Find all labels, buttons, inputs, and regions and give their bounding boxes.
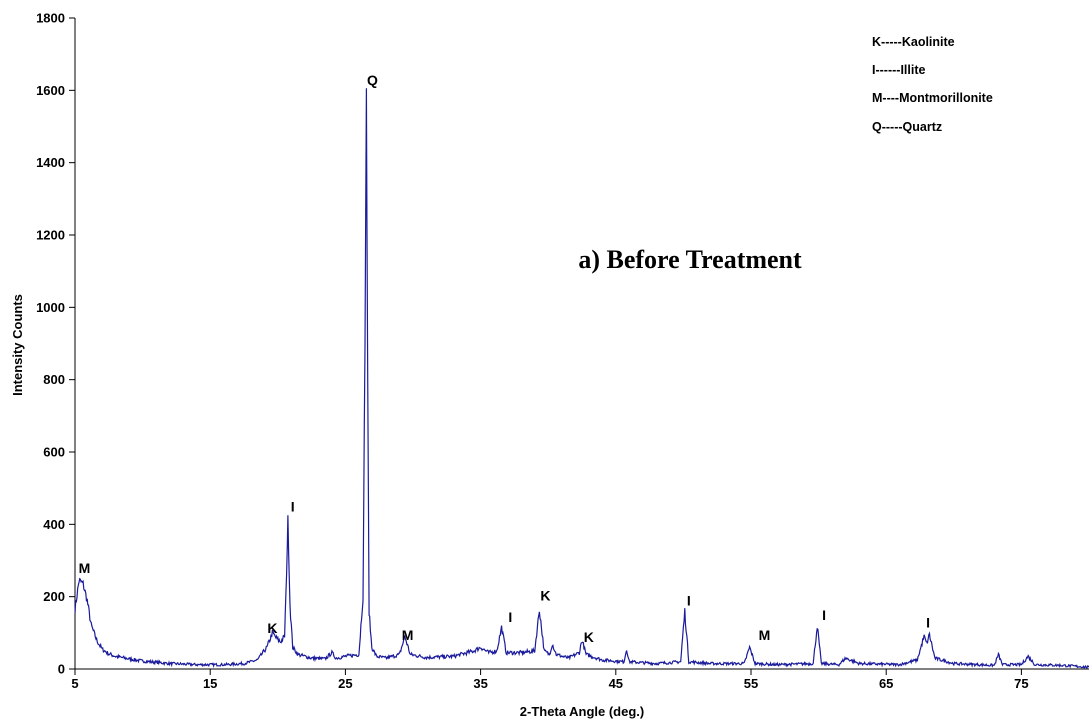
peak-label: K xyxy=(584,629,594,645)
y-tick-label: 1400 xyxy=(36,155,65,170)
y-tick-label: 400 xyxy=(43,517,65,532)
peak-label: M xyxy=(402,627,414,643)
peak-label: Q xyxy=(367,72,378,88)
peak-label: I xyxy=(508,609,512,625)
peak-label: I xyxy=(291,499,295,515)
x-tick-label: 45 xyxy=(609,676,623,691)
peak-annotations: M K I Q M I K K I M I I xyxy=(79,72,930,645)
y-tick-label: 0 xyxy=(58,662,65,677)
chart-title: a) Before Treatment xyxy=(578,245,802,274)
intensity-series-line xyxy=(74,88,1089,669)
peak-label: I xyxy=(822,607,826,623)
y-tick-label: 200 xyxy=(43,589,65,604)
peak-label: K xyxy=(267,620,277,636)
x-tick-label: 65 xyxy=(879,676,893,691)
legend-entry: K-----Kaolinite xyxy=(872,35,955,49)
legend: K-----Kaolinite I------Illite M----Montmor… xyxy=(872,35,993,134)
legend-entry: Q-----Quartz xyxy=(872,120,942,134)
peak-label: M xyxy=(79,560,91,576)
y-axis-title: Intensity Counts xyxy=(10,294,25,396)
x-ticks: 5 15 25 35 45 55 65 75 xyxy=(71,669,1029,691)
x-tick-label: 25 xyxy=(338,676,352,691)
y-tick-label: 1800 xyxy=(36,11,65,26)
x-tick-label: 35 xyxy=(473,676,487,691)
x-axis-title: 2-Theta Angle (deg.) xyxy=(520,704,644,719)
peak-label: I xyxy=(687,593,691,609)
peak-label: I xyxy=(926,614,930,630)
y-tick-label: 800 xyxy=(43,372,65,387)
legend-entry: I------Illite xyxy=(872,63,926,77)
y-tick-label: 1600 xyxy=(36,83,65,98)
y-tick-label: 600 xyxy=(43,445,65,460)
x-tick-label: 5 xyxy=(71,676,78,691)
peak-label: K xyxy=(540,587,550,603)
y-ticks: 0 200 400 600 800 1000 1200 1400 1600 1800 xyxy=(36,11,75,677)
peak-label: M xyxy=(759,627,771,643)
x-tick-label: 75 xyxy=(1014,676,1028,691)
x-tick-label: 15 xyxy=(203,676,217,691)
y-tick-label: 1000 xyxy=(36,300,65,315)
legend-entry: M----Montmorillonite xyxy=(872,91,993,105)
x-tick-label: 55 xyxy=(744,676,758,691)
y-tick-label: 1200 xyxy=(36,228,65,243)
